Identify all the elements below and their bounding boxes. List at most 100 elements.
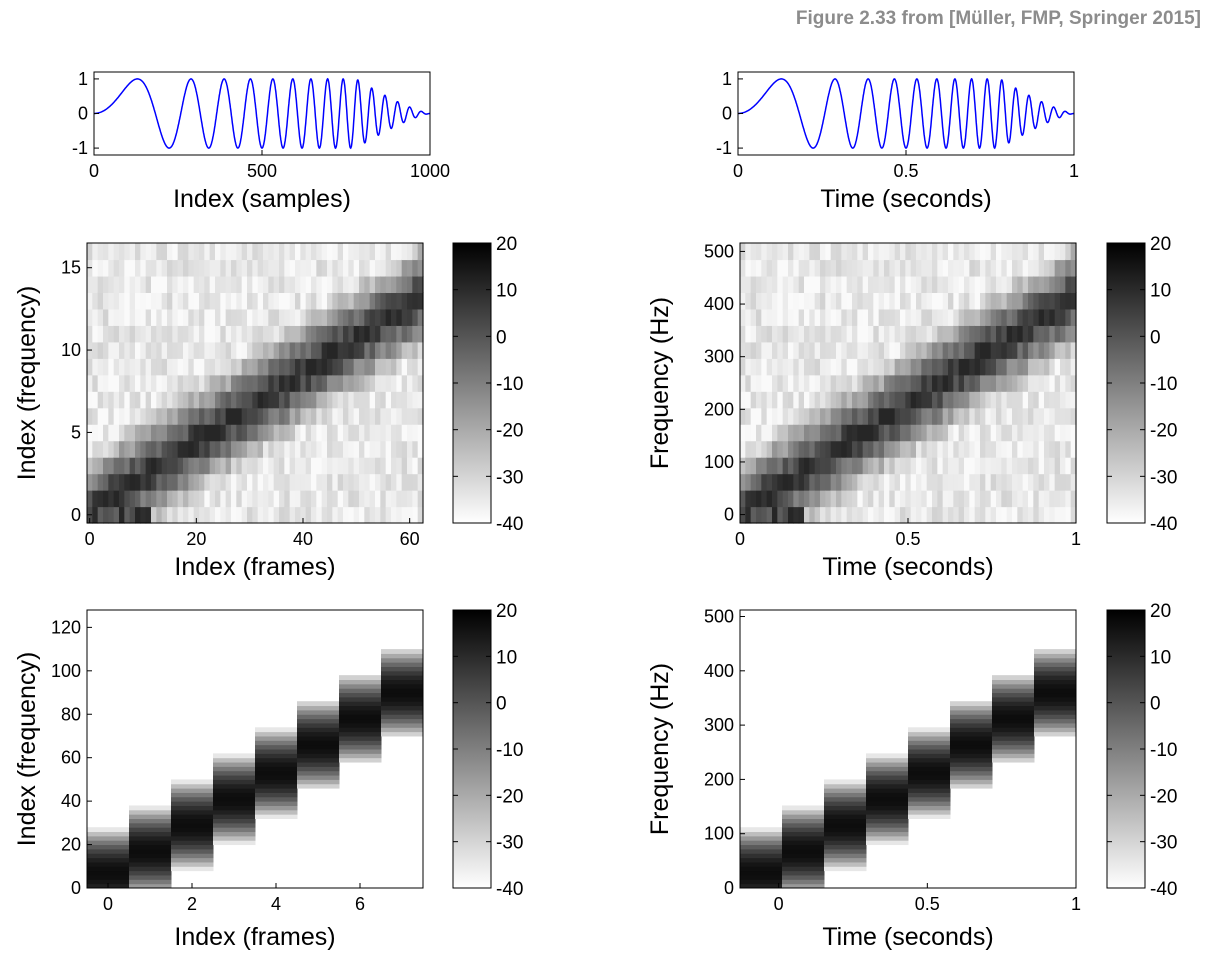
spectrogram-cell	[343, 308, 349, 326]
spectrogram-cell	[279, 424, 285, 442]
spectrogram-cell	[215, 473, 221, 491]
spectrogram-cell	[814, 506, 821, 524]
spectrogram-cell	[417, 374, 424, 392]
spectrogram-cell	[124, 243, 131, 261]
spectrogram-cell	[316, 374, 323, 392]
spectrogram-cell	[339, 740, 382, 746]
spectrogram-cell	[188, 358, 195, 376]
spectrogram-cell	[798, 325, 805, 343]
spectrogram-cell	[908, 809, 951, 815]
spectrogram-cell	[782, 840, 825, 846]
spectrogram-cell	[231, 440, 237, 458]
spectrogram-cell	[332, 440, 339, 458]
spectrogram-cell	[92, 457, 99, 475]
spectrogram-cell	[1033, 243, 1040, 261]
spectrogram-cell	[866, 766, 909, 772]
spectrogram-cell	[231, 457, 237, 475]
spectrogram-cell	[782, 857, 825, 863]
x-tick-label: 1	[1071, 894, 1081, 914]
spectrogram-cell	[900, 341, 906, 359]
spectrogram-cell	[97, 358, 104, 376]
spectrogram-cell	[866, 775, 909, 780]
spectrogram-cell	[782, 814, 825, 819]
spectrogram-cell	[825, 407, 832, 425]
spectrogram-cell	[183, 358, 189, 376]
spectrogram-cell	[841, 308, 848, 326]
spectrogram-cell	[868, 308, 874, 326]
spectrogram-cell	[209, 457, 216, 475]
spectrogram-cell	[113, 473, 120, 491]
spectrogram-cell	[316, 325, 323, 343]
spectrogram-cell	[209, 358, 216, 376]
spectrogram-cell	[273, 457, 280, 475]
spectrogram-cell	[836, 424, 842, 442]
spectrogram-cell	[103, 473, 109, 491]
spectrogram-cell	[852, 374, 858, 392]
spectrogram-cell	[992, 679, 1035, 685]
spectrogram-cell	[921, 341, 928, 359]
spectrogram-cell	[926, 358, 933, 376]
spectrogram-cell	[311, 440, 317, 458]
spectrogram-cell	[992, 757, 1035, 763]
spectrogram-cell	[836, 292, 842, 310]
spectrogram-cell	[846, 391, 853, 409]
spectrogram-cell	[756, 473, 762, 491]
spectrogram-cell	[793, 424, 800, 442]
spectrogram-cell	[830, 440, 837, 458]
spectrogram-cell	[188, 473, 195, 491]
spectrogram-cell	[908, 814, 951, 819]
spectrogram-cell	[359, 424, 365, 442]
spectrogram-cell	[809, 391, 816, 409]
spectrogram-cell	[353, 259, 360, 277]
spectrogram-cell	[782, 259, 789, 277]
spectrogram-cell	[873, 473, 880, 491]
spectrogram-cell	[113, 490, 120, 508]
spectrogram-cell	[772, 292, 778, 310]
spectrogram-cell	[140, 424, 147, 442]
spectrogram-cell	[279, 292, 285, 310]
spectrogram-cell	[1065, 243, 1072, 261]
spectrogram-cell	[412, 292, 419, 310]
spectrogram-cell	[908, 775, 951, 780]
spectrogram-cell	[220, 275, 227, 294]
spectrogram-cell	[257, 358, 264, 376]
spectrogram-cell	[305, 374, 312, 392]
spectrogram-cell	[788, 424, 794, 442]
spectrogram-cell	[236, 292, 243, 310]
spectrogram-cell	[798, 308, 805, 326]
spectrogram-cell	[129, 473, 136, 491]
spectrogram-cell	[777, 275, 784, 294]
spectrogram-cell	[295, 292, 301, 310]
spectrogram-cell	[836, 325, 842, 343]
spectrogram-cell	[948, 325, 954, 343]
spectrogram-cell	[777, 391, 784, 409]
spectrogram-cell	[932, 424, 938, 442]
spectrogram-cell	[894, 358, 901, 376]
spectrogram-cell	[992, 683, 1035, 689]
spectrogram-cell	[825, 341, 832, 359]
spectrogram-cell	[750, 473, 757, 491]
spectrogram-cell	[830, 424, 837, 442]
spectrogram-cell	[103, 325, 109, 343]
spectrogram-cell	[950, 701, 993, 707]
spectrogram-cell	[183, 243, 189, 261]
spectrogram-cell	[1017, 473, 1024, 491]
spectrogram-cell	[868, 391, 874, 409]
spectrogram-cell	[908, 766, 951, 772]
spectrogram-cell	[97, 424, 104, 442]
spectrogram-cell	[942, 374, 949, 392]
spectrogram-cell	[140, 259, 147, 277]
spectrogram-cell	[252, 391, 259, 409]
spectrogram-cell	[841, 341, 848, 359]
spectrogram-cell	[381, 731, 424, 737]
spectrogram-cell	[878, 341, 885, 359]
spectrogram-cell	[1001, 506, 1008, 524]
spectrogram-cell	[87, 292, 93, 310]
spectrogram-cell	[985, 358, 992, 376]
spectrogram-cell	[777, 292, 784, 310]
spectrogram-cell	[868, 259, 874, 277]
spectrogram-cell	[241, 473, 248, 491]
spectrogram-cell	[381, 666, 424, 672]
spectrogram-cell	[782, 805, 825, 811]
spectrogram-cell	[1034, 675, 1077, 680]
